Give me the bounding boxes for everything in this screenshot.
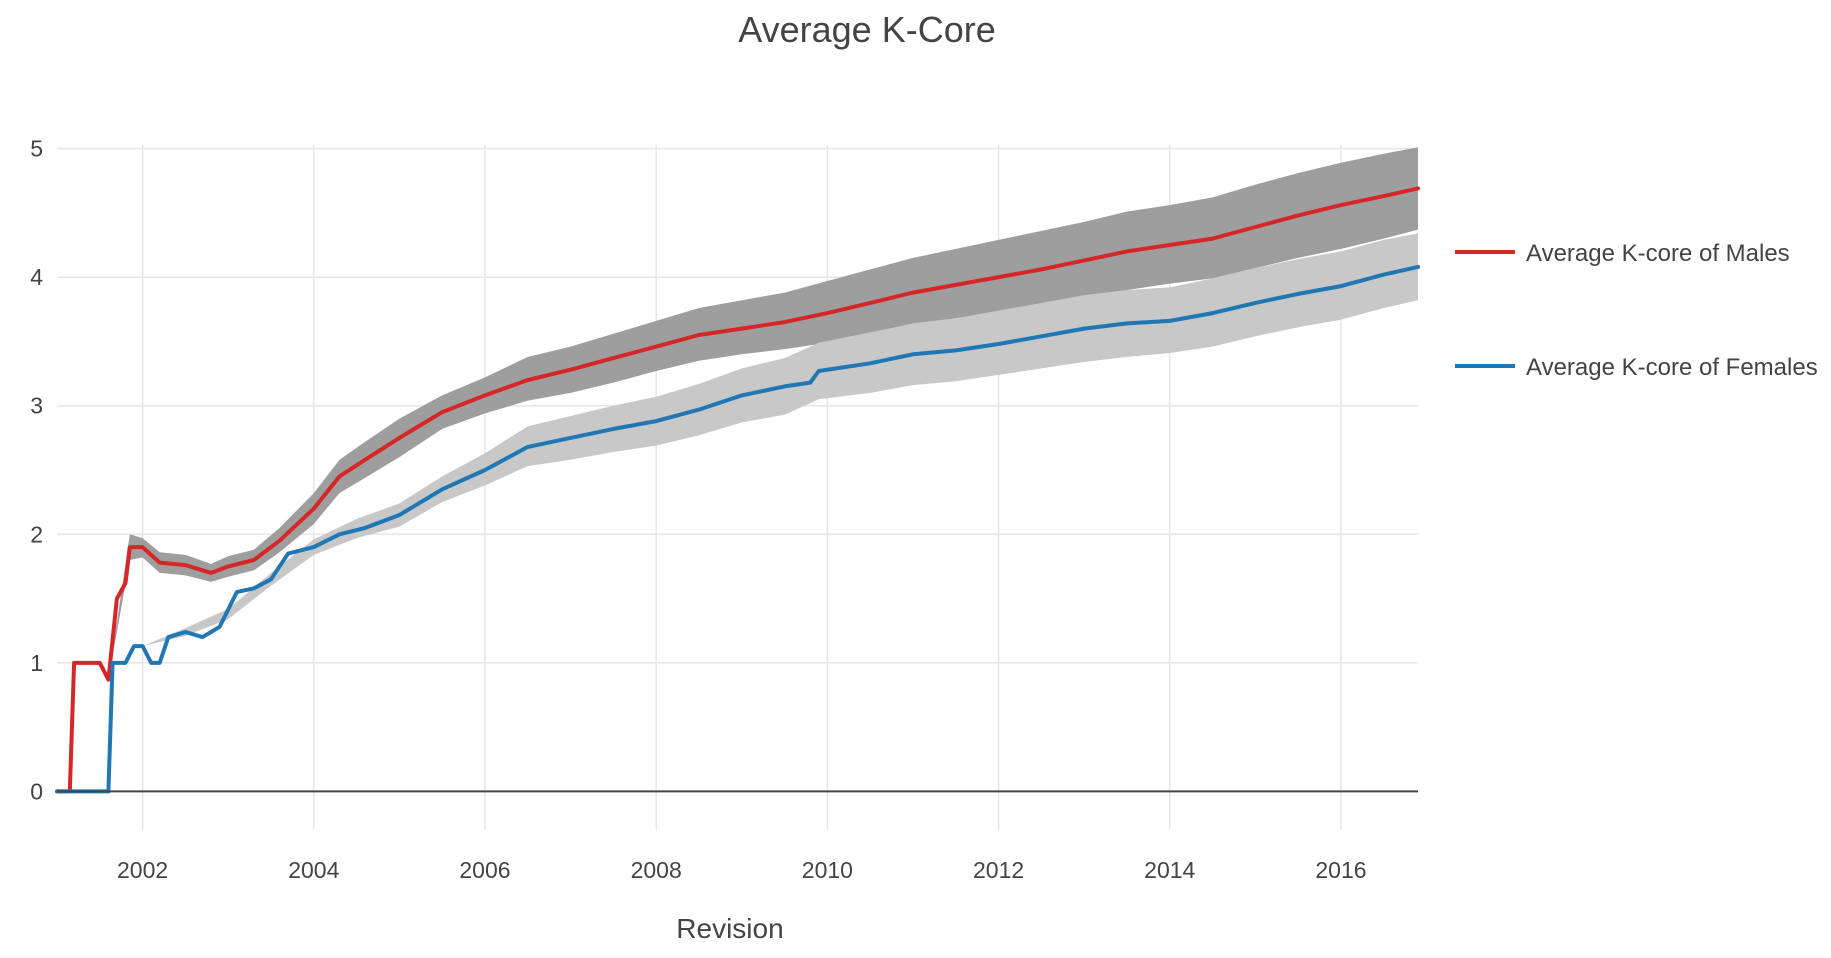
chart-title: Average K-Core <box>738 9 995 50</box>
x-tick-label: 2006 <box>459 857 510 883</box>
x-tick-label: 2002 <box>117 857 168 883</box>
females-confidence-band <box>112 233 1419 663</box>
females-series-line[interactable] <box>55 264 1420 794</box>
legend[interactable]: Average K-core of Males Average K-core of… <box>1455 240 1818 381</box>
y-tick-label: 2 <box>30 521 43 547</box>
x-tick-label: 2014 <box>1144 857 1195 883</box>
y-tick-label: 1 <box>30 650 43 676</box>
males-confidence-band <box>108 147 1418 680</box>
y-tick-label: 0 <box>30 778 43 804</box>
males-series-line[interactable] <box>55 186 1420 794</box>
x-tick-label: 2012 <box>973 857 1024 883</box>
axes: 2002 2004 2006 2008 2010 2012 2014 2016 0 1 2 3 4 5 <box>30 136 1418 883</box>
y-tick-label: 5 <box>30 136 43 162</box>
legend-item[interactable]: Average K-core of Males <box>1455 240 1790 267</box>
x-tick-label: 2016 <box>1315 857 1366 883</box>
x-tick-label: 2008 <box>631 857 682 883</box>
x-tick-label: 2010 <box>802 857 853 883</box>
legend-label: Average K-core of Females <box>1526 354 1818 381</box>
confidence-bands <box>108 147 1419 680</box>
legend-label: Average K-core of Males <box>1526 240 1790 267</box>
x-tick-label: 2004 <box>288 857 339 883</box>
x-axis-title: Revision <box>676 913 783 944</box>
legend-item[interactable]: Average K-core of Females <box>1455 354 1818 381</box>
y-tick-label: 3 <box>30 393 43 419</box>
y-tick-label: 4 <box>30 264 43 290</box>
series-lines <box>55 186 1420 794</box>
